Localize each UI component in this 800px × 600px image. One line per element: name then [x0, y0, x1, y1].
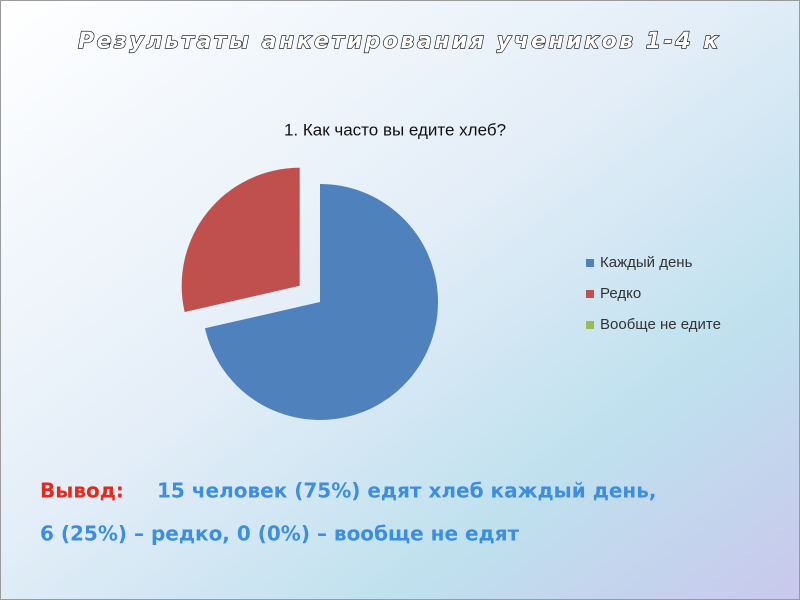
- pie: [181, 167, 438, 420]
- slide-title: Результаты анкетирования учеников 1-4 к: [78, 29, 721, 54]
- chart-title: 1. Как часто вы едите хлеб?: [284, 120, 506, 139]
- legend-label: Редко: [600, 285, 641, 302]
- legend-label: Вообще не едите: [600, 316, 721, 333]
- conclusion-line: 6 (25%) – редко, 0 (0%) – вообще не едят: [40, 522, 520, 546]
- legend-label: Каждый день: [600, 254, 693, 271]
- legend-swatch: [586, 290, 594, 298]
- conclusion-line: 15 человек (75%) едят хлеб каждый день,: [157, 479, 656, 503]
- legend-swatch: [586, 259, 594, 267]
- legend-swatch: [586, 321, 594, 329]
- conclusion-label: Вывод:: [40, 479, 124, 503]
- pie-slice: [204, 184, 438, 420]
- pie-slice: [181, 167, 300, 313]
- legend: Каждый день Редко Вообще не едите: [586, 254, 721, 333]
